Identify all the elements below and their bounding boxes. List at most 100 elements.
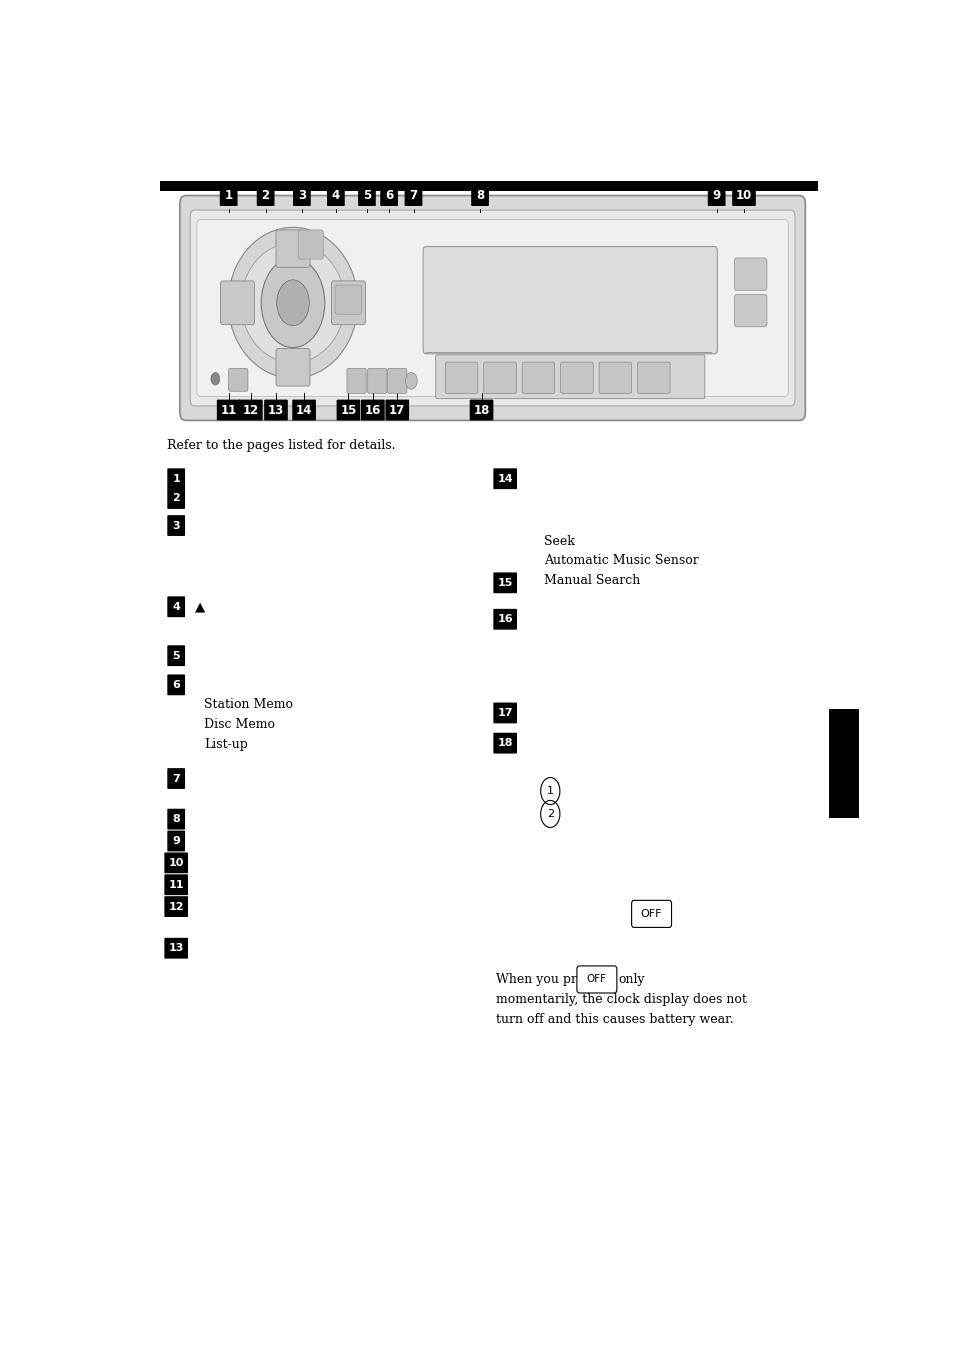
FancyBboxPatch shape [220, 281, 254, 324]
Text: momentarily, the clock display does not: momentarily, the clock display does not [496, 992, 746, 1006]
Text: 5: 5 [172, 650, 180, 661]
FancyBboxPatch shape [275, 349, 310, 387]
FancyBboxPatch shape [521, 362, 554, 393]
Text: Seek: Seek [543, 534, 574, 548]
FancyBboxPatch shape [577, 965, 617, 992]
FancyBboxPatch shape [385, 400, 409, 420]
FancyBboxPatch shape [327, 185, 344, 206]
FancyBboxPatch shape [167, 515, 185, 535]
FancyBboxPatch shape [347, 368, 366, 393]
Ellipse shape [241, 243, 344, 362]
FancyBboxPatch shape [196, 219, 787, 396]
FancyBboxPatch shape [167, 808, 185, 830]
FancyBboxPatch shape [471, 185, 488, 206]
Text: OFF: OFF [640, 909, 661, 919]
Text: 4: 4 [332, 189, 339, 201]
Text: 12: 12 [242, 403, 258, 416]
Text: 18: 18 [497, 738, 513, 748]
Circle shape [211, 373, 219, 385]
Text: turn off and this causes battery wear.: turn off and this causes battery wear. [496, 1013, 733, 1026]
Text: 2: 2 [546, 808, 554, 819]
Text: 3: 3 [297, 189, 306, 201]
FancyBboxPatch shape [219, 185, 237, 206]
Text: 14: 14 [497, 473, 513, 484]
Text: 17: 17 [389, 403, 405, 416]
Text: 6: 6 [172, 680, 180, 690]
FancyBboxPatch shape [216, 400, 240, 420]
FancyBboxPatch shape [493, 468, 517, 489]
FancyBboxPatch shape [293, 185, 311, 206]
FancyBboxPatch shape [264, 400, 288, 420]
Text: Disc Memo: Disc Memo [204, 718, 275, 731]
FancyBboxPatch shape [445, 362, 477, 393]
FancyBboxPatch shape [167, 488, 185, 508]
Text: 1: 1 [172, 473, 180, 484]
Text: 13: 13 [268, 403, 284, 416]
FancyBboxPatch shape [180, 196, 804, 420]
FancyBboxPatch shape [493, 733, 517, 753]
FancyBboxPatch shape [493, 608, 517, 630]
Text: 1: 1 [224, 189, 233, 201]
FancyBboxPatch shape [631, 900, 671, 927]
Text: 6: 6 [385, 189, 393, 201]
FancyBboxPatch shape [298, 230, 323, 260]
Bar [828, 708, 858, 818]
FancyBboxPatch shape [493, 572, 517, 594]
Circle shape [276, 280, 309, 326]
FancyBboxPatch shape [164, 896, 188, 917]
Text: 7: 7 [172, 773, 180, 784]
Text: 12: 12 [169, 902, 184, 911]
FancyBboxPatch shape [167, 675, 185, 695]
FancyBboxPatch shape [167, 596, 185, 617]
FancyBboxPatch shape [404, 185, 422, 206]
Circle shape [405, 373, 416, 389]
Text: 16: 16 [497, 614, 513, 625]
FancyBboxPatch shape [335, 285, 361, 314]
Text: 10: 10 [735, 189, 751, 201]
Text: 5: 5 [362, 189, 371, 201]
Text: OFF: OFF [586, 975, 606, 984]
FancyBboxPatch shape [360, 400, 384, 420]
Text: 1: 1 [546, 786, 553, 796]
FancyBboxPatch shape [190, 210, 794, 406]
Bar [160, 181, 817, 192]
FancyBboxPatch shape [493, 703, 517, 723]
FancyBboxPatch shape [734, 258, 766, 291]
FancyBboxPatch shape [167, 768, 185, 790]
Text: 15: 15 [497, 577, 513, 588]
Text: When you press: When you press [496, 973, 597, 986]
FancyBboxPatch shape [167, 645, 185, 667]
FancyBboxPatch shape [229, 368, 248, 391]
Circle shape [261, 258, 324, 347]
Text: Automatic Music Sensor: Automatic Music Sensor [543, 554, 698, 568]
FancyBboxPatch shape [423, 246, 717, 354]
FancyBboxPatch shape [164, 938, 188, 959]
Text: 14: 14 [295, 403, 312, 416]
FancyBboxPatch shape [483, 362, 516, 393]
FancyBboxPatch shape [367, 368, 387, 393]
Text: 9: 9 [172, 836, 180, 846]
Text: 17: 17 [497, 708, 513, 718]
Text: 11: 11 [220, 403, 236, 416]
FancyBboxPatch shape [469, 400, 493, 420]
FancyBboxPatch shape [387, 368, 406, 393]
Ellipse shape [228, 227, 357, 379]
Text: 11: 11 [169, 880, 184, 890]
Text: 7: 7 [409, 189, 417, 201]
FancyBboxPatch shape [164, 875, 188, 895]
FancyBboxPatch shape [731, 185, 755, 206]
Text: only: only [618, 973, 644, 986]
Text: Station Memo: Station Memo [204, 698, 293, 711]
FancyBboxPatch shape [598, 362, 631, 393]
FancyBboxPatch shape [256, 185, 274, 206]
Text: 2: 2 [172, 493, 180, 503]
FancyBboxPatch shape [331, 281, 365, 324]
Text: 2: 2 [261, 189, 270, 201]
FancyBboxPatch shape [380, 185, 397, 206]
FancyBboxPatch shape [167, 468, 185, 489]
Text: 4: 4 [172, 602, 180, 611]
Text: 18: 18 [473, 403, 489, 416]
FancyBboxPatch shape [336, 400, 360, 420]
Text: List-up: List-up [204, 738, 248, 750]
FancyBboxPatch shape [734, 295, 766, 327]
